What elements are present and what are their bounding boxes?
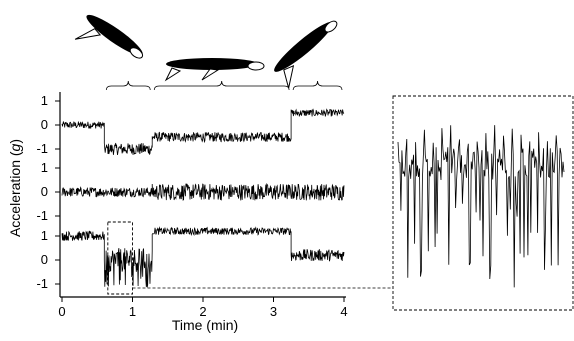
x-tick-label: 4 (340, 304, 347, 319)
y-tick-label: -1 (36, 208, 48, 223)
phase-braces (106, 81, 342, 90)
y-tick-label: 1 (41, 228, 48, 243)
x-tick-label: 0 (58, 304, 65, 319)
phase-brace (106, 81, 150, 90)
y-tick-label: 0 (41, 184, 48, 199)
penguin-illustrations (72, 10, 349, 88)
x-axis-label: Time (min) (172, 317, 238, 333)
swimming-penguin-icon (166, 58, 264, 80)
zoom-inset (108, 96, 573, 310)
porpoising-penguin-icon (72, 10, 147, 77)
y-tick-label: 0 (41, 117, 48, 132)
y-tick-label: 1 (41, 93, 48, 108)
y-tick-label: -1 (36, 276, 48, 291)
y-tick-label: 0 (41, 252, 48, 267)
phase-brace (154, 81, 289, 90)
acceleration-trace-3 (62, 228, 344, 288)
traces (62, 109, 344, 287)
zoomed-trace (398, 125, 564, 287)
x-tick-label: 1 (129, 304, 136, 319)
jumping-penguin-icon (270, 15, 349, 88)
acceleration-trace-2 (62, 184, 344, 201)
y-axis-label: Acceleration (g) (7, 139, 23, 237)
acceleration-trace-1 (62, 109, 344, 154)
y-tick-label: -1 (36, 141, 48, 156)
y-tick-label: 1 (41, 160, 48, 175)
x-tick-label: 3 (270, 304, 277, 319)
phase-brace (293, 81, 342, 90)
